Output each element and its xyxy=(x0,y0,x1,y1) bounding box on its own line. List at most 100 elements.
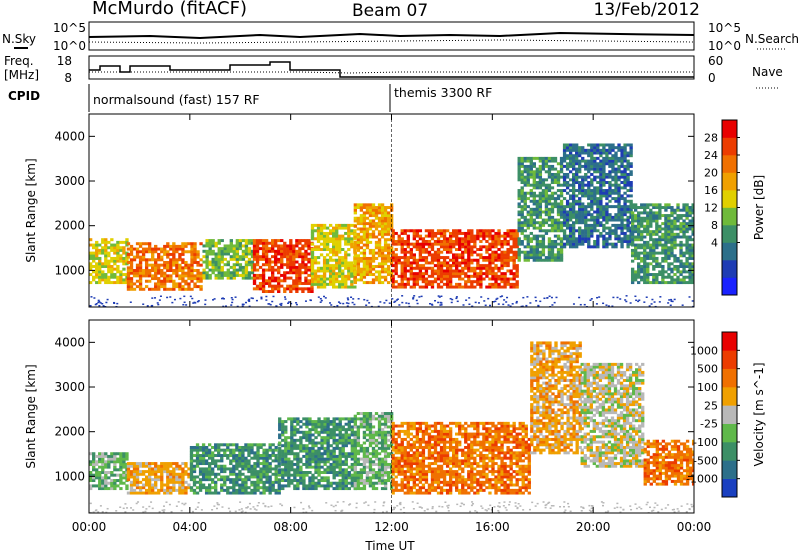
data-cell xyxy=(640,230,644,234)
data-cell xyxy=(614,175,618,179)
data-cell xyxy=(629,148,633,152)
data-cell xyxy=(599,221,603,225)
data-cell xyxy=(304,268,308,272)
data-cell xyxy=(649,273,653,277)
data-cell xyxy=(214,445,218,449)
data-cell xyxy=(614,183,618,187)
data-cell xyxy=(332,277,336,281)
data-cell xyxy=(482,277,486,281)
data-cell xyxy=(166,464,170,468)
data-cell xyxy=(541,199,546,203)
data-cell xyxy=(497,253,501,257)
data-cell xyxy=(415,277,420,281)
data-cell xyxy=(448,282,453,286)
data-cell xyxy=(391,237,395,241)
data-cell xyxy=(658,270,662,274)
data-cell xyxy=(596,189,600,193)
data-cell xyxy=(192,491,197,495)
data-cell xyxy=(223,448,227,452)
data-cell xyxy=(244,443,248,447)
data-cell xyxy=(458,231,462,235)
data-cell xyxy=(590,197,594,201)
data-cell xyxy=(523,181,527,184)
data-cell xyxy=(578,189,582,193)
data-cell xyxy=(119,468,123,472)
scatter-cell xyxy=(248,305,251,307)
data-cell xyxy=(590,231,594,235)
data-cell xyxy=(304,249,308,253)
data-cell xyxy=(667,238,671,242)
data-cell xyxy=(637,235,641,239)
data-cell xyxy=(125,238,129,242)
data-cell xyxy=(214,276,218,280)
data-cell xyxy=(238,488,242,492)
freq-panel: 18 8 60 0 xyxy=(57,54,724,85)
data-cell xyxy=(482,234,486,238)
data-cell xyxy=(476,272,480,276)
data-cell xyxy=(350,285,354,289)
data-cell xyxy=(620,218,624,222)
data-cell xyxy=(353,203,358,207)
data-cell xyxy=(169,488,173,492)
data-cell xyxy=(338,258,342,262)
data-cell xyxy=(608,143,612,147)
data-cell xyxy=(332,282,336,286)
data-cell xyxy=(157,279,161,283)
data-cell xyxy=(541,164,546,168)
data-cell xyxy=(400,242,404,246)
data-cell xyxy=(400,282,404,286)
data-cell xyxy=(559,223,564,227)
data-cell xyxy=(362,222,367,226)
data-cell xyxy=(247,260,252,264)
data-cell xyxy=(113,468,117,472)
data-cell xyxy=(655,216,659,220)
data-cell xyxy=(640,219,644,223)
data-cell xyxy=(485,272,489,276)
data-cell xyxy=(427,266,432,270)
data-cell xyxy=(298,268,302,272)
scatter-cell xyxy=(102,305,105,307)
data-cell xyxy=(590,178,594,182)
data-cell xyxy=(113,273,117,277)
data-cell xyxy=(169,464,173,468)
data-cell xyxy=(135,464,140,468)
scatter-cell xyxy=(339,302,342,305)
data-cell xyxy=(295,239,299,243)
data-cell xyxy=(214,475,218,479)
data-cell xyxy=(652,203,656,207)
data-cell xyxy=(365,240,370,244)
data-cell xyxy=(617,167,621,171)
data-cell xyxy=(634,275,638,279)
data-cell xyxy=(380,222,385,226)
data-cell xyxy=(347,277,351,281)
scatter-cell xyxy=(98,300,101,303)
scatter-cell xyxy=(619,298,622,300)
data-cell xyxy=(295,276,299,280)
scatter-cell xyxy=(653,301,656,303)
scatter-cell xyxy=(525,304,528,307)
data-cell xyxy=(204,462,209,466)
data-cell xyxy=(646,270,650,274)
data-cell xyxy=(682,227,686,231)
data-cell xyxy=(301,281,305,285)
scatter-cell xyxy=(477,302,480,304)
data-cell xyxy=(253,470,257,474)
data-cell xyxy=(581,231,585,235)
data-cell xyxy=(412,231,416,235)
data-cell xyxy=(488,269,492,273)
scatter-cell xyxy=(670,298,673,301)
data-cell xyxy=(359,267,364,271)
data-cell xyxy=(620,162,624,166)
data-cell xyxy=(538,199,543,203)
data-cell xyxy=(623,226,627,230)
data-cell xyxy=(261,241,266,245)
data-cell xyxy=(599,172,603,176)
data-cell xyxy=(181,285,185,289)
data-cell xyxy=(281,444,285,448)
data-cell xyxy=(359,235,364,239)
data-cell xyxy=(599,191,603,195)
data-cell xyxy=(676,278,680,282)
data-cell xyxy=(377,246,382,250)
data-cell xyxy=(214,263,218,267)
data-cell xyxy=(556,250,561,254)
